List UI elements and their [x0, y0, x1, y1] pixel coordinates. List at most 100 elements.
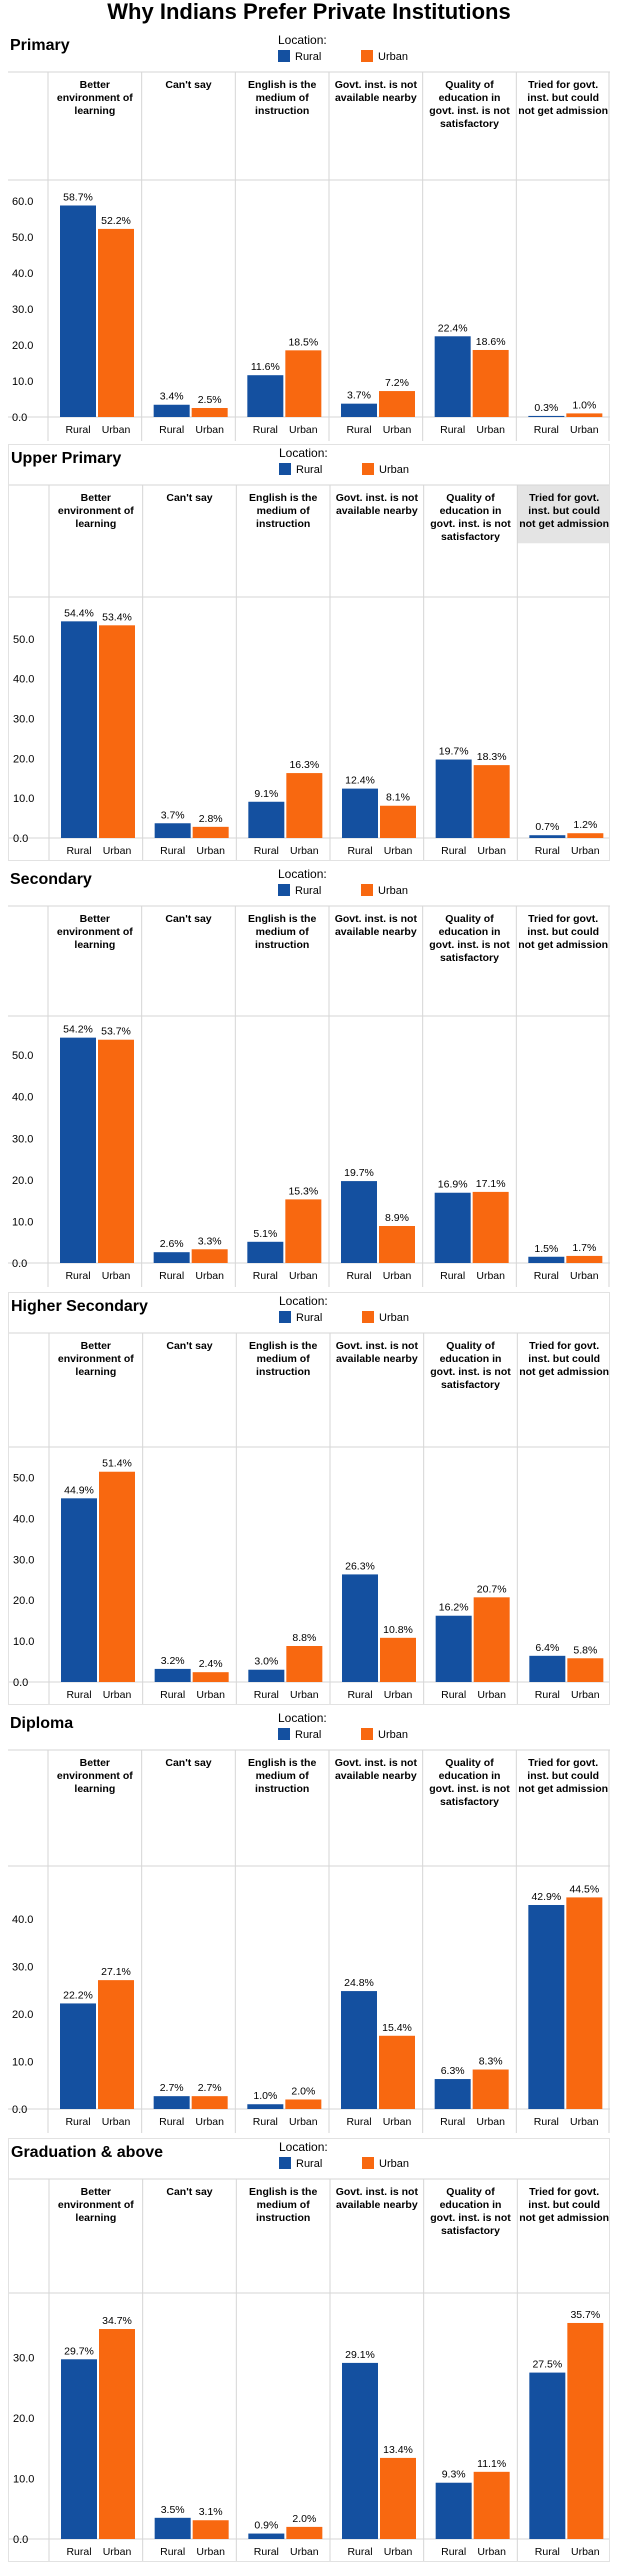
column-header: Tried for govt. inst. but could not get ad…	[518, 1757, 608, 1795]
category-label: Rural	[346, 424, 371, 436]
value-label: 22.2%	[63, 1989, 93, 2001]
value-label: 19.7%	[439, 746, 469, 758]
column-header-line: Better	[81, 1340, 111, 1352]
legend-label-rural: Rural	[296, 1312, 322, 1324]
column-header-line: education in	[440, 1353, 502, 1365]
column-header-line: English is the	[248, 913, 316, 925]
legend-label-urban: Urban	[379, 2158, 409, 2170]
value-label: 0.7%	[535, 821, 559, 833]
column-header-line: environment of	[57, 926, 133, 938]
category-label: Urban	[102, 1270, 131, 1282]
category-label: Urban	[571, 2546, 600, 2558]
chart-title: Secondary	[10, 871, 92, 888]
category-label: Rural	[160, 845, 185, 857]
column-header-line: Can't say	[166, 492, 212, 504]
column-header-line: not get admission	[519, 1366, 609, 1378]
category-label: Rural	[66, 2546, 91, 2558]
column-header-line: environment of	[58, 1353, 134, 1365]
bar-urban	[567, 2322, 604, 2539]
bar-urban	[191, 2096, 228, 2109]
y-tick-label: 30.0	[12, 304, 33, 316]
bar-urban	[285, 2099, 322, 2109]
value-label: 11.6%	[251, 361, 280, 373]
value-label: 26.3%	[345, 1560, 375, 1572]
value-label: 5.8%	[573, 1644, 597, 1656]
category-label: Urban	[477, 845, 506, 857]
value-label: 1.5%	[534, 1243, 558, 1255]
chart-svg: Primary Location: Rural Urban Better environm…	[8, 33, 610, 441]
bar-urban	[286, 773, 323, 838]
value-label: 15.4%	[382, 2022, 412, 2034]
y-tick-label: 40.0	[13, 1513, 34, 1525]
category-label: Urban	[195, 2116, 224, 2128]
grid	[8, 905, 610, 1287]
y-tick-label: 10.0	[13, 2473, 34, 2485]
y-tick-label: 10.0	[12, 2056, 33, 2068]
bar-urban	[99, 2329, 135, 2539]
category-label: Rural	[535, 2546, 560, 2558]
column-header-line: English is the	[248, 79, 316, 91]
value-label: 6.3%	[441, 2065, 465, 2077]
column-header-line: satisfactory	[440, 118, 499, 130]
legend-label-urban: Urban	[379, 1312, 409, 1324]
column-header-line: education in	[440, 505, 502, 517]
column-header-line: Tried for govt.	[529, 1340, 599, 1352]
category-label: Urban	[102, 424, 131, 436]
value-label: 2.7%	[198, 2082, 222, 2094]
value-label: 52.2%	[101, 215, 131, 227]
column-header: Better environment of learning	[57, 913, 133, 951]
bar-rural	[529, 835, 566, 838]
column-header: Can't say	[166, 2186, 212, 2198]
column-header-line: environment of	[58, 2199, 134, 2211]
y-tick-label: 0.0	[13, 833, 28, 845]
category-label: Rural	[441, 845, 466, 857]
bar-rural	[342, 788, 378, 838]
chart-title: Higher Secondary	[11, 1298, 148, 1315]
column-header: Quality of education in govt. inst. is not…	[430, 492, 511, 543]
legend: Location: Rural Urban	[278, 867, 408, 897]
column-header: English is the medium of instruction	[248, 79, 316, 117]
bar-rural	[528, 1905, 565, 2109]
category-label: Urban	[195, 424, 224, 436]
category-label: Rural	[254, 1689, 279, 1701]
y-tick-label: 60.0	[12, 196, 33, 208]
legend-label-rural: Rural	[295, 51, 321, 63]
column-header: Govt. inst. is not available nearby	[335, 913, 418, 938]
bar-urban	[472, 2069, 509, 2109]
bar-rural	[247, 1241, 284, 1263]
value-label: 17.1%	[476, 1178, 506, 1190]
value-label: 2.4%	[199, 1658, 223, 1670]
y-tick-label: 30.0	[13, 2352, 34, 2364]
chart-title: Graduation & above	[11, 2144, 163, 2161]
value-label: 15.3%	[288, 1185, 318, 1197]
column-header: Tried for govt. inst. but could not get ad…	[519, 492, 609, 530]
column-header-line: environment of	[58, 505, 134, 517]
category-label: Rural	[441, 1689, 466, 1701]
value-label: 9.3%	[442, 2469, 466, 2481]
bar-urban	[379, 2035, 415, 2109]
category-label: Urban	[383, 1270, 412, 1282]
legend-label-rural: Rural	[296, 2158, 322, 2170]
value-label: 3.2%	[161, 1655, 185, 1667]
column-header-line: medium of	[256, 1770, 310, 1782]
column-header: English is the medium of instruction	[249, 2186, 317, 2224]
category-label: Rural	[535, 845, 560, 857]
value-label: 58.7%	[63, 191, 93, 203]
bar-rural	[528, 415, 565, 417]
bar-urban	[379, 1225, 415, 1263]
y-tick-label: 0.0	[12, 412, 27, 424]
bar-rural	[60, 2003, 96, 2109]
value-label: 19.7%	[344, 1167, 374, 1179]
column-header: Govt. inst. is not available nearby	[335, 1757, 418, 1782]
column-header-line: instruction	[256, 2212, 310, 2224]
bar-urban	[286, 2526, 323, 2539]
bar-rural	[153, 1252, 190, 1263]
bar-rural	[435, 2482, 472, 2539]
category-label: Rural	[440, 2116, 465, 2128]
column-header-line: satisfactory	[441, 531, 500, 543]
category-label: Rural	[347, 845, 372, 857]
y-tick-label: 10.0	[13, 793, 34, 805]
column-header: Quality of education in govt. inst. is not…	[429, 913, 510, 964]
bar-urban	[192, 2520, 229, 2539]
column-header-line: Tried for govt.	[529, 492, 599, 504]
